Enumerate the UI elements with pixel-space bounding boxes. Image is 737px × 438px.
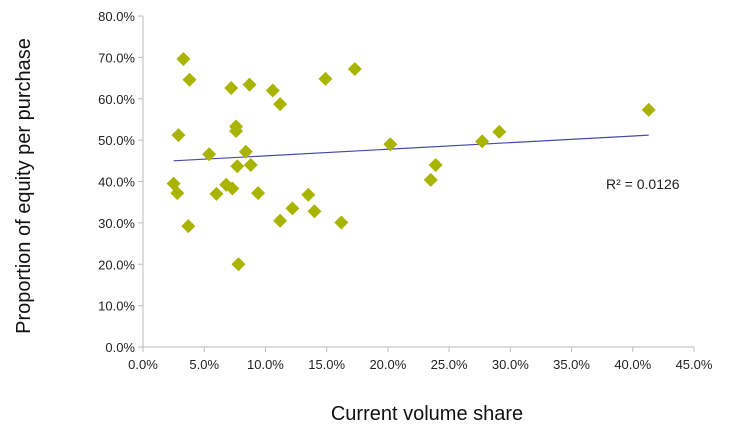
y-tick-label: 70.0% xyxy=(98,50,135,65)
data-point xyxy=(475,134,490,149)
data-point xyxy=(231,257,246,272)
trendline-group xyxy=(173,134,649,162)
y-axis-title: Proportion of equity per purchase xyxy=(13,38,35,334)
data-point xyxy=(229,124,244,139)
x-tick-label: 5.0% xyxy=(189,357,219,372)
y-tick-labels: 0.0% 10.0% 20.0% 30.0% 40.0% 50.0% 60.0% 70.0% 8… xyxy=(98,9,135,355)
y-tick-label: 30.0% xyxy=(98,216,135,231)
y-tick-label: 0.0% xyxy=(105,340,135,355)
x-tick-label: 10.0% xyxy=(247,357,284,372)
data-point xyxy=(251,186,266,201)
data-point xyxy=(492,124,507,139)
data-point xyxy=(170,186,185,201)
data-point xyxy=(202,147,217,162)
data-point xyxy=(273,97,288,112)
data-point xyxy=(301,187,316,202)
data-point xyxy=(181,219,196,234)
data-point xyxy=(641,102,656,117)
data-point xyxy=(242,77,257,92)
x-tick-label: 15.0% xyxy=(308,357,345,372)
y-tick-label: 20.0% xyxy=(98,257,135,272)
data-point xyxy=(265,83,280,98)
y-tick-label: 40.0% xyxy=(98,175,135,190)
points-group xyxy=(166,52,656,272)
x-tick-labels: 0.0% 5.0% 10.0% 15.0% 20.0% 25.0% 30.0% 35.0% 40… xyxy=(128,357,713,372)
data-point xyxy=(347,61,362,76)
x-tick-label: 45.0% xyxy=(676,357,713,372)
data-point xyxy=(334,215,349,230)
x-tick-label: 30.0% xyxy=(492,357,529,372)
data-point xyxy=(318,71,333,86)
data-point xyxy=(230,159,245,174)
x-tick-label: 0.0% xyxy=(128,357,158,372)
x-axis-title: Current volume share xyxy=(331,403,523,425)
data-point xyxy=(238,144,253,159)
trendline xyxy=(173,134,649,162)
data-point xyxy=(428,157,443,172)
data-point xyxy=(383,137,398,152)
data-point xyxy=(423,172,438,187)
x-tick-label: 35.0% xyxy=(553,357,590,372)
y-tick-label: 50.0% xyxy=(98,133,135,148)
data-point xyxy=(243,157,258,172)
y-tick-label: 10.0% xyxy=(98,299,135,314)
data-point xyxy=(225,181,240,196)
r-squared-annotation: R² = 0.0126 xyxy=(606,176,680,192)
y-tick-label: 80.0% xyxy=(98,9,135,24)
data-point xyxy=(182,72,197,87)
data-point xyxy=(307,204,322,219)
y-tick-label: 60.0% xyxy=(98,92,135,107)
data-point xyxy=(209,186,224,201)
x-tick-label: 40.0% xyxy=(614,357,651,372)
data-point xyxy=(273,213,288,228)
data-point xyxy=(285,201,300,216)
x-tick-label: 25.0% xyxy=(431,357,468,372)
axes xyxy=(138,15,695,352)
data-point xyxy=(176,52,191,67)
x-tick-label: 20.0% xyxy=(369,357,406,372)
data-point xyxy=(224,80,239,95)
data-point xyxy=(171,128,186,143)
